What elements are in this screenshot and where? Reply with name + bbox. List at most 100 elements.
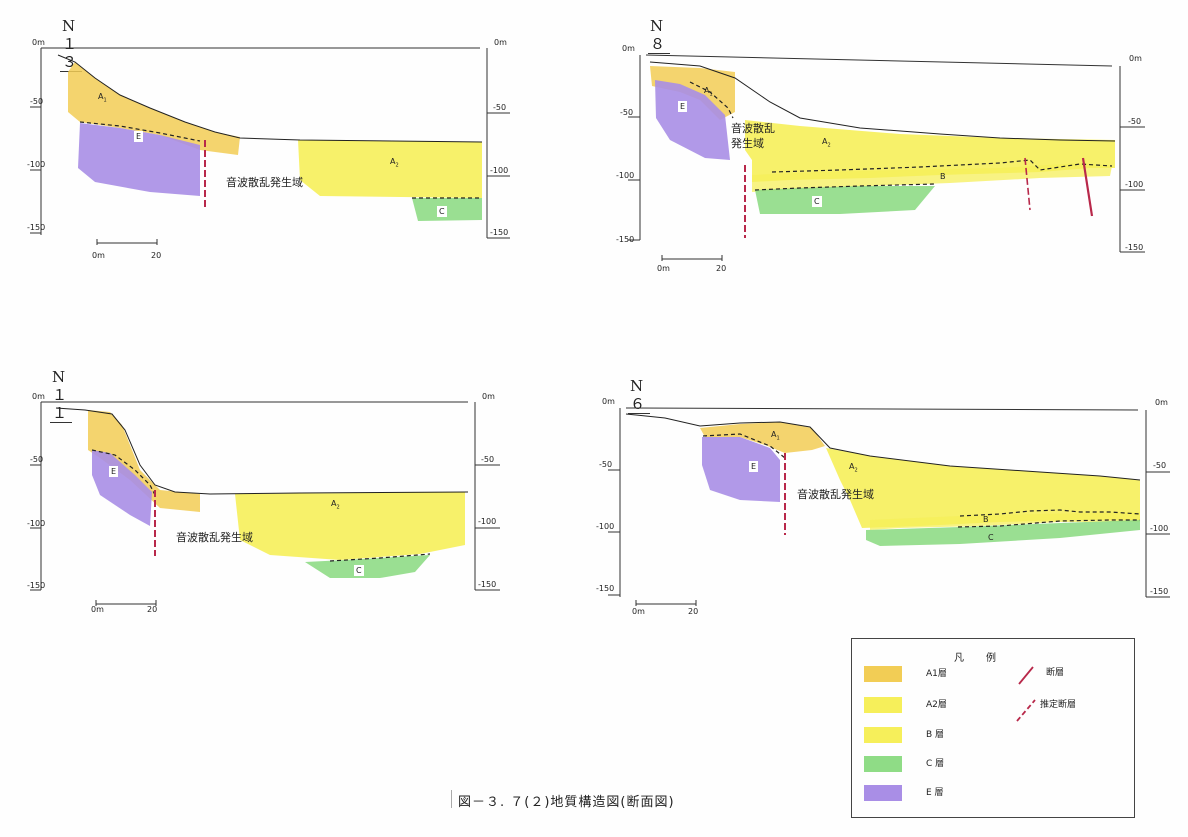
c-layer	[755, 186, 935, 214]
legend-swatch-a1	[864, 666, 902, 682]
right-tick-100: -100	[478, 517, 497, 526]
b-layer	[752, 163, 1112, 192]
legend-swatch-e	[864, 785, 902, 801]
scale-start: 0m	[92, 251, 105, 260]
seabed-line	[55, 407, 469, 495]
a2-layer	[826, 448, 1140, 528]
label-a2: A2	[331, 499, 340, 511]
label-c: C	[812, 196, 822, 207]
right-tick-100: -100	[490, 166, 509, 175]
left-tick-100: -100	[27, 160, 46, 169]
scale-end: 20	[688, 607, 699, 616]
scattering-zone-label: 音波散乱発生域	[176, 531, 253, 544]
legend-box: 凡 例 A1層 A2層 B 層 C 層 E 層 断層 推定断層	[851, 638, 1135, 818]
caption-mark	[451, 790, 452, 808]
figure-caption: 図－３. ７(２)地質構造図(断面図)	[458, 795, 675, 810]
left-tick-50: -50	[599, 460, 613, 469]
legend-label-fault: 断層	[1046, 668, 1065, 678]
right-tick-150: -150	[490, 228, 509, 237]
boundary-dashed-b	[959, 509, 1141, 517]
label-e: E	[678, 101, 688, 112]
left-tick-100: -100	[27, 519, 46, 528]
seabed-line	[625, 413, 1141, 481]
legend-label-a1: A1層	[926, 669, 947, 679]
label-c: C	[354, 565, 364, 576]
seabed-line	[649, 61, 1116, 142]
left-tick-100: -100	[596, 522, 615, 531]
left-tick-0: 0m	[32, 392, 45, 401]
b-layer	[870, 512, 1140, 530]
label-e: E	[134, 131, 144, 142]
right-tick-0: 0m	[482, 392, 495, 401]
c-layer	[866, 520, 1140, 546]
sea-level-line	[645, 54, 1113, 67]
a2-layer	[298, 140, 482, 198]
right-tick-100: -100	[1125, 180, 1144, 189]
legend-swatch-b	[864, 727, 902, 743]
right-tick-0: 0m	[1155, 398, 1168, 407]
scale-end: 20	[147, 605, 158, 614]
right-tick-0: 0m	[1129, 54, 1142, 63]
label-a1: A1	[771, 430, 780, 442]
left-tick-50: -50	[30, 455, 44, 464]
right-tick-150: -150	[1125, 243, 1144, 252]
e-layer	[92, 450, 152, 526]
left-tick-50: -50	[620, 108, 634, 117]
legend-label-a2: A2層	[926, 700, 947, 710]
boundary-dashed-c	[754, 183, 936, 191]
sea-level-line	[625, 407, 1139, 411]
scale-end: 20	[151, 251, 162, 260]
e-layer	[702, 437, 780, 502]
label-e: E	[749, 461, 759, 472]
scale-start: 0m	[657, 264, 670, 273]
legend-label-inferred-fault: 推定断層	[1040, 700, 1077, 710]
legend-label-b: B 層	[926, 730, 945, 740]
boundary-dashed-c	[957, 519, 1140, 528]
panel-title: N６	[628, 377, 651, 414]
a1-layer	[700, 422, 825, 453]
left-tick-150: -150	[616, 235, 635, 244]
left-tick-0: 0m	[622, 44, 635, 53]
right-tick-50: -50	[481, 455, 495, 464]
left-tick-0: 0m	[602, 397, 615, 406]
left-tick-150: -150	[27, 581, 46, 590]
label-c: C	[988, 533, 994, 542]
fault	[1081, 157, 1094, 217]
right-tick-0: 0m	[494, 38, 507, 47]
seabed-line	[57, 54, 483, 143]
boundary-dashed	[689, 81, 734, 119]
inferred-fault-symbol	[1016, 699, 1036, 722]
fault-symbol	[1018, 666, 1034, 685]
c-layer	[305, 555, 430, 578]
label-a2: A2	[822, 137, 831, 149]
right-tick-50: -50	[1128, 117, 1142, 126]
boundary-dashed-c	[329, 553, 431, 562]
scattering-zone-label: 音波散乱発生域	[797, 488, 874, 501]
legend-swatch-a2	[864, 697, 902, 713]
e-layer	[655, 80, 730, 160]
e-layer	[78, 123, 200, 196]
a2-layer	[235, 492, 465, 560]
scattering-zone-label: 音波散乱発生域	[226, 176, 303, 189]
a1-layer	[88, 410, 200, 512]
right-tick-150: -150	[1150, 587, 1169, 596]
inferred-fault-2	[1024, 157, 1031, 211]
boundary-dashed	[79, 121, 201, 142]
label-b: B	[940, 172, 946, 181]
legend-fault-symbols	[1016, 666, 1036, 722]
label-a1: A1	[98, 92, 107, 104]
c-layer	[412, 198, 482, 221]
legend-title: 凡 例	[954, 653, 1002, 664]
left-tick-100: -100	[616, 171, 635, 180]
left-tick-150: -150	[27, 223, 46, 232]
panel-title: N８	[648, 17, 671, 54]
right-tick-150: -150	[478, 580, 497, 589]
label-a2: A2	[390, 157, 399, 169]
legend-label-e: E 層	[926, 788, 944, 798]
legend-swatch-c	[864, 756, 902, 772]
right-tick-50: -50	[493, 103, 507, 112]
